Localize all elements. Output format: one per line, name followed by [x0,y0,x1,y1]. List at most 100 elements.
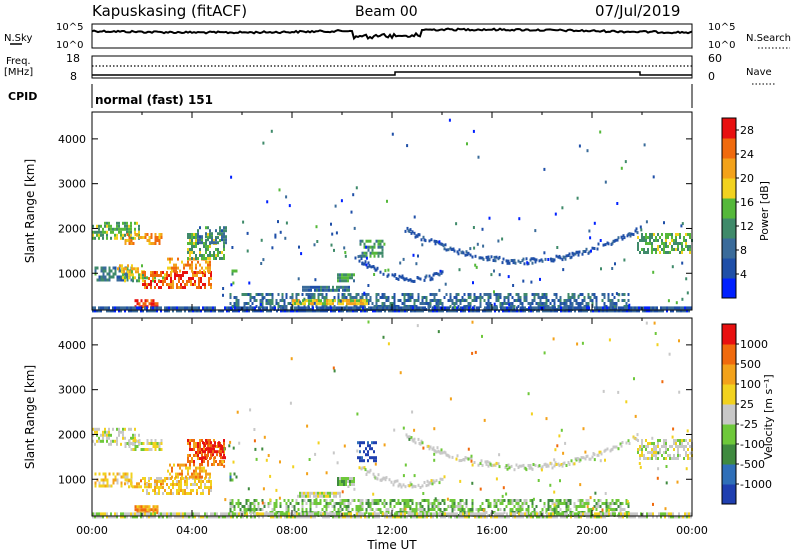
velocity-colorbar-swatch [722,324,736,345]
velocity-echo-patch [229,472,238,482]
power-echo-patch [337,273,355,283]
noise-sky-trace [91,27,693,41]
power-colorbar-swatch [722,278,736,299]
freq-tick-low: 8 [70,70,77,83]
noise-sky-label: N.Sky [4,33,32,44]
power-echo-patch [359,239,384,258]
velocity-colorbar-swatch [722,404,736,425]
nave-tick-low: 0 [708,70,715,83]
power-colorbar-tick: 24 [740,148,754,161]
velocity-echo-patch [92,512,692,519]
velocity-colorbar-swatch [722,344,736,365]
power-colorbar-tick: 4 [740,268,747,281]
velocity-echo-patch [357,441,377,463]
cpid-panel: CPID normal (fast) 151 [8,84,693,108]
frequency-trace [92,71,692,76]
date-label: 07/Jul/2019 [595,2,680,20]
velocity-colorbar-tick: 500 [740,358,761,371]
time-xtick-label: 16:00 [476,524,508,537]
power-panel: 1000 2000 3000 4000 Slant Range [km] 4 8 12 16… [23,111,771,313]
velocity-colorbar-label: Velocity [m s⁻¹] [762,374,775,459]
velocity-ytick-label: 4000 [58,339,86,352]
velocity-echo-patch [94,472,133,488]
power-echo-patch [302,285,350,292]
velocity-echo-scatter [221,320,692,515]
velocity-panel: 1000 2000 3000 4000 Slant Range [km] 1000 50… [23,317,775,552]
noise-right-tick-low: 10^0 [708,40,735,51]
power-ytick-label: 2000 [58,222,86,235]
freq-tick-high: 18 [66,52,80,65]
velocity-ytick-label: 2000 [58,428,86,441]
power-colorbar-swatch [722,118,736,139]
power-colorbar-swatch [722,158,736,179]
beam-label: Beam 00 [355,4,418,20]
frequency-panel: Freq. [MHz] 18 8 60 0 Nave [4,52,776,85]
power-colorbar-tick: 8 [740,244,747,257]
noise-right-tick-high: 10^5 [708,22,735,33]
velocity-echo-patch [637,439,693,460]
power-echo-patch [637,233,693,254]
velocity-ytick-label: 1000 [58,473,86,486]
power-colorbar-tick: 28 [740,124,754,137]
velocity-colorbar-tick: 1000 [740,338,768,351]
time-xtick-label: 08:00 [276,524,308,537]
velocity-echo-arc [405,433,639,472]
velocity-echo-patch [124,439,163,451]
noise-search-label: N.Search [746,33,791,44]
velocity-colorbar-swatch [722,364,736,385]
power-ytick-label: 3000 [58,178,86,191]
noise-left-tick-low: 10^0 [56,40,83,51]
power-colorbar-swatch [722,218,736,239]
velocity-echo-patch [202,441,226,460]
velocity-echo-patch [337,477,355,486]
power-echo-patch [197,226,227,245]
time-xtick-label: 00:00 [676,524,708,537]
time-xtick-label: 20:00 [576,524,608,537]
nave-label: Nave [746,67,772,78]
time-xtick-label: 04:00 [176,524,208,537]
noise-panel: N.Sky 10^5 10^0 10^5 10^0 N.Search [4,22,791,51]
freq-label: Freq. [6,56,31,67]
velocity-colorbar-swatch [722,384,736,405]
velocity-colorbar-tick: 25 [740,398,754,411]
velocity-colorbar-swatch [722,424,736,445]
power-colorbar-swatch [722,258,736,279]
station-title: Kapuskasing (fitACF) [92,2,247,20]
time-xtick-label: 00:00 [76,524,108,537]
velocity-ytick-label: 3000 [58,384,86,397]
power-ylabel: Slant Range [km] [23,159,37,263]
velocity-ylabel: Slant Range [km] [23,365,37,469]
velocity-echo-patch [297,491,341,498]
power-echo-patch [124,233,163,245]
power-ytick-label: 4000 [58,133,86,146]
velocity-echo-arc [358,466,444,489]
power-echo-patch [231,269,238,276]
velocity-colorbar-swatch [722,444,736,465]
power-echo-patch [92,306,692,313]
cpid-program: normal (fast) 151 [95,93,213,107]
power-colorbar-swatch [722,198,736,219]
velocity-colorbar-swatch [722,484,736,505]
velocity-colorbar-tick: -100 [740,438,765,451]
nave-tick-high: 60 [708,52,722,65]
velocity-colorbar-swatch [722,464,736,485]
time-xlabel: Time UT [366,538,417,552]
noise-left-tick-high: 10^5 [56,22,83,33]
power-colorbar-swatch [722,178,736,199]
velocity-colorbar-tick: -500 [740,458,765,471]
power-ytick-label: 1000 [58,267,86,280]
power-colorbar-swatch [722,238,736,259]
power-colorbar-swatch [722,138,736,159]
power-echo-patch [167,257,211,273]
power-colorbar-label: Power [dB] [758,181,771,241]
power-colorbar-tick: 20 [740,172,754,185]
velocity-colorbar-tick: -1000 [740,478,772,491]
power-echo-arc [404,226,639,266]
power-colorbar-tick: 16 [740,196,754,209]
freq-unit-label: [MHz] [4,67,33,78]
velocity-colorbar-tick: -25 [740,418,758,431]
time-xtick-label: 12:00 [376,524,408,537]
velocity-colorbar-tick: 100 [740,378,761,391]
power-echo-scatter [222,118,689,310]
